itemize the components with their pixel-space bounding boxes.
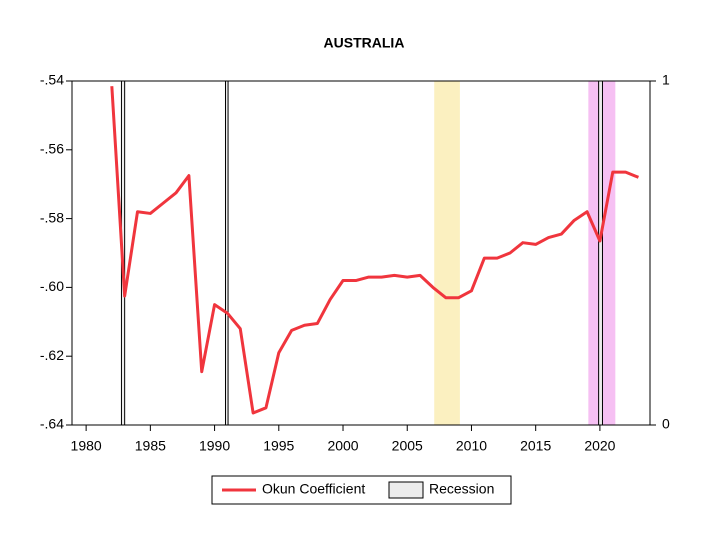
x-tick-label: 2015 [520, 438, 551, 454]
y-tick-label: -.64 [40, 416, 64, 432]
y-tick-label: -.60 [40, 278, 64, 294]
x-tick-label: 2000 [327, 438, 358, 454]
legend-label: Recession [429, 481, 494, 497]
y2-tick-label: 1 [662, 72, 670, 88]
x-tick-label: 2010 [456, 438, 487, 454]
x-tick-label: 2005 [392, 438, 423, 454]
x-tick-label: 1985 [135, 438, 166, 454]
x-tick-label: 1990 [199, 438, 230, 454]
y2-tick-label: 0 [662, 416, 670, 432]
y-tick-label: -.58 [40, 209, 64, 225]
legend-swatch [388, 481, 424, 499]
legend-box [211, 475, 512, 505]
recession-band [224, 80, 229, 426]
recession-band [598, 80, 603, 426]
chart-title: AUSTRALIA [324, 35, 405, 51]
x-tick-label: 1995 [263, 438, 294, 454]
plot-frame [71, 80, 651, 426]
highlight-band [434, 81, 460, 425]
x-tick-label: 2020 [584, 438, 615, 454]
x-tick-label: 1980 [71, 438, 102, 454]
y-tick-label: -.62 [40, 347, 64, 363]
y-tick-label: -.54 [40, 72, 64, 88]
y-tick-label: -.56 [40, 141, 64, 157]
legend-label: Okun Coefficient [262, 481, 365, 497]
data-line [110, 86, 639, 415]
